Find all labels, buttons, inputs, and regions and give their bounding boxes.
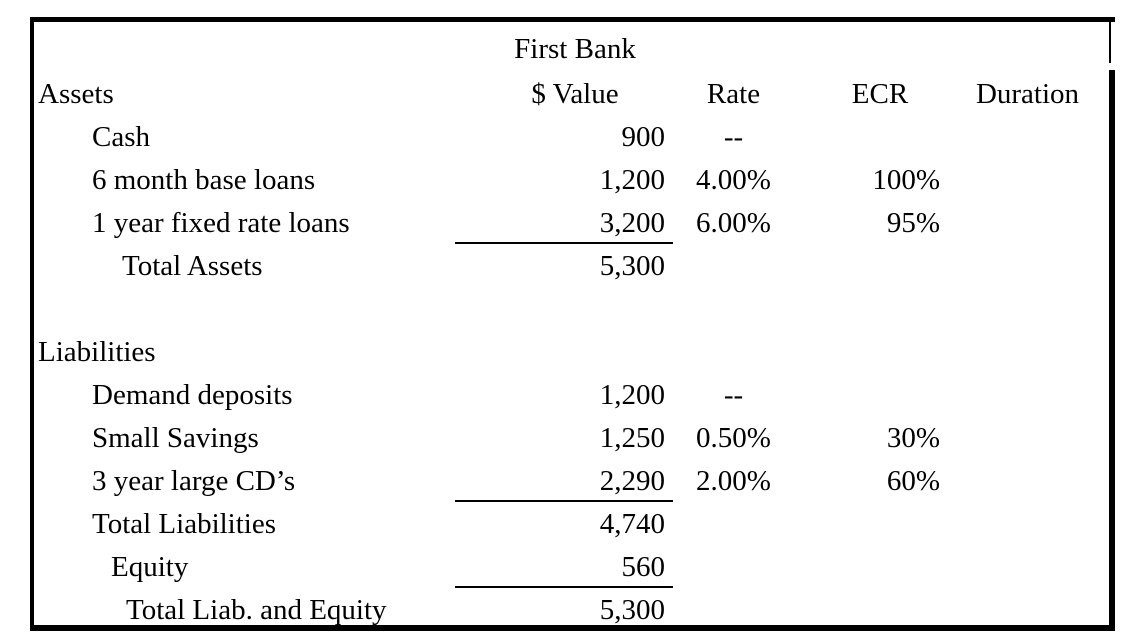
table-row <box>34 288 1115 331</box>
row-label: Liabilities <box>38 336 156 368</box>
row-ecr <box>790 245 940 288</box>
row-rate: 2.00% <box>696 465 771 497</box>
row-duration <box>940 460 1115 503</box>
row-label <box>34 288 485 331</box>
row-duration <box>940 116 1115 159</box>
row-label: Total Liabilities <box>92 508 277 540</box>
row-value: 5,300 <box>599 250 665 282</box>
table-row: 3 year large CD’s 2,290 2.00% 60% <box>34 460 1115 503</box>
table-row: Liabilities <box>34 331 1115 374</box>
row-duration <box>940 503 1115 546</box>
column-header-row: Assets $ Value Rate ECR Duration <box>34 73 1115 116</box>
table-row: Demand deposits 1,200 -- <box>34 374 1115 417</box>
row-label: Small Savings <box>92 422 259 454</box>
row-label: Cash <box>92 121 150 153</box>
row-duration <box>940 374 1115 417</box>
row-label: 1 year fixed rate loans <box>92 207 350 239</box>
row-ecr: 60% <box>886 465 940 497</box>
row-rate <box>665 589 790 625</box>
section-header-assets: Assets <box>38 78 114 110</box>
table-border-right-thin <box>1109 22 1111 63</box>
table-row: Total Liabilities 4,740 <box>34 503 1115 546</box>
row-rate: -- <box>723 121 744 153</box>
row-value: 2,290 <box>455 460 673 503</box>
row-value <box>485 288 665 331</box>
table-row: 1 year fixed rate loans 3,200 6.00% 95% <box>34 202 1115 245</box>
row-rate <box>665 288 790 331</box>
row-value: 1,250 <box>599 422 665 454</box>
table-row: Total Liab. and Equity 5,300 <box>34 589 1115 626</box>
row-rate <box>665 245 790 288</box>
table-row: Equity 560 <box>34 546 1115 589</box>
balance-sheet-table: First Bank Assets $ Value Rate ECR Durat… <box>30 17 1115 631</box>
row-label: 6 month base loans <box>92 164 316 196</box>
row-duration <box>940 202 1115 245</box>
row-value: 4,740 <box>599 508 665 540</box>
row-rate: 6.00% <box>696 207 771 239</box>
row-rate <box>665 503 790 546</box>
table-title: First Bank <box>514 33 636 65</box>
row-ecr <box>790 331 940 374</box>
row-value: 1,200 <box>599 379 665 411</box>
row-value: 5,300 <box>599 594 665 626</box>
column-header-ecr: ECR <box>851 78 909 110</box>
row-ecr <box>790 546 940 589</box>
row-ecr: 95% <box>886 207 940 239</box>
row-rate <box>665 546 790 589</box>
row-label: Total Assets <box>122 250 263 282</box>
row-duration <box>940 417 1115 460</box>
row-ecr: 100% <box>872 164 940 196</box>
column-header-value: $ Value <box>531 78 619 110</box>
row-ecr <box>790 374 940 417</box>
sum-rule <box>455 500 673 502</box>
row-duration <box>940 245 1115 288</box>
row-label: Demand deposits <box>92 379 293 411</box>
row-value <box>485 331 665 374</box>
row-label: 3 year large CD’s <box>92 465 296 497</box>
table-row: 6 month base loans 1,200 4.00% 100% <box>34 159 1115 202</box>
row-ecr <box>790 116 940 159</box>
row-ecr <box>790 288 940 331</box>
row-value: 900 <box>621 121 666 153</box>
title-row: First Bank <box>34 26 1115 73</box>
column-header-rate: Rate <box>706 78 761 110</box>
title-row-spacer <box>34 26 485 73</box>
row-value: 1,200 <box>599 164 665 196</box>
row-duration <box>940 159 1115 202</box>
row-label: Equity <box>111 551 189 583</box>
sum-rule <box>455 586 673 588</box>
sum-rule <box>455 242 673 244</box>
row-duration <box>940 331 1115 374</box>
row-duration <box>940 288 1115 331</box>
row-duration <box>940 589 1115 625</box>
table-row: Small Savings 1,250 0.50% 30% <box>34 417 1115 460</box>
row-rate: -- <box>723 379 744 411</box>
row-ecr <box>790 503 940 546</box>
row-label: Total Liab. and Equity <box>126 594 387 626</box>
table-row: Cash 900 -- <box>34 116 1115 159</box>
row-value: 3,200 <box>455 202 673 245</box>
row-duration <box>940 546 1115 589</box>
row-ecr: 30% <box>886 422 940 454</box>
row-value: 560 <box>455 546 673 589</box>
row-rate: 4.00% <box>696 164 771 196</box>
table-border-right-thick <box>1109 70 1115 631</box>
column-header-duration: Duration <box>975 78 1080 110</box>
row-ecr <box>790 589 940 625</box>
table-body: Cash 900 -- 6 month base loans 1,200 4.0… <box>34 116 1115 626</box>
row-rate: 0.50% <box>696 422 771 454</box>
table-row: Total Assets 5,300 <box>34 245 1115 288</box>
row-rate <box>665 331 790 374</box>
